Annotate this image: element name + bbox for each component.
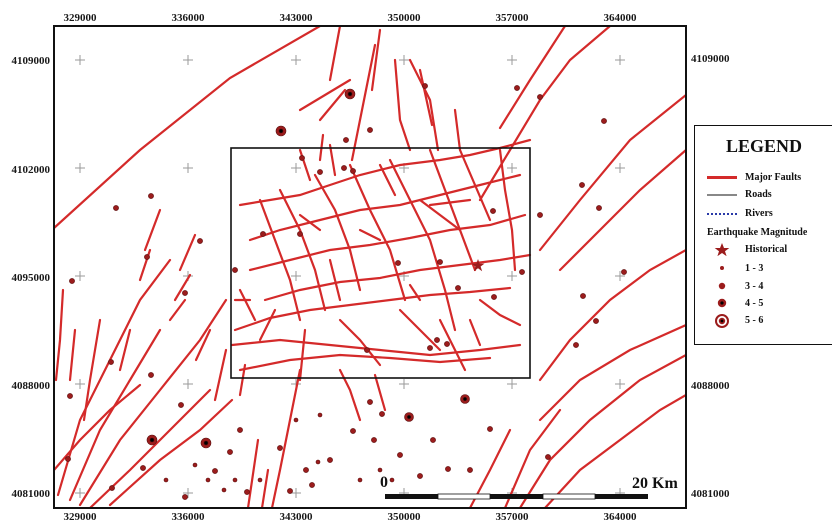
legend-title: LEGEND	[725, 136, 803, 156]
legend-eq-header: Earthquake Magnitude	[707, 227, 808, 238]
dot-medium-icon	[707, 279, 737, 293]
legend-mag-4-5: 4 - 5	[707, 296, 763, 310]
scale-start-label: 0	[380, 474, 388, 491]
legend-item-major-faults: Major Faults	[707, 170, 801, 184]
legend-mag-1-3: 1 - 3	[707, 261, 763, 275]
x-tick-bottom: 329000	[64, 511, 98, 521]
legend-mag-5-6: 5 - 6	[707, 313, 763, 328]
legend-mag-historical: Historical	[707, 242, 787, 257]
legend-item-roads: Roads	[707, 187, 772, 201]
y-tick-left: 4095000	[12, 272, 51, 284]
x-tick-top: 329000	[64, 12, 98, 24]
x-tick-top: 364000	[604, 12, 638, 24]
dot-large-icon	[707, 296, 737, 310]
y-tick-left: 4109000	[12, 55, 51, 67]
x-tick-bottom: 357000	[496, 511, 530, 521]
dot-xlarge-icon	[707, 313, 737, 328]
scale-end-label: 20 Km	[632, 475, 678, 492]
y-tick-right: 4109000	[691, 53, 730, 65]
star-icon	[707, 242, 737, 257]
dot-small-icon	[707, 261, 737, 275]
legend-box: LEGEND Major Faults Roads Rivers Earthqu…	[694, 125, 832, 345]
y-tick-left: 4081000	[12, 488, 51, 500]
historical-star	[471, 259, 485, 272]
x-tick-bottom: 364000	[604, 511, 638, 521]
y-tick-left: 4088000	[12, 380, 51, 392]
earthquake-epicenters	[65, 83, 627, 500]
y-tick-right: 4088000	[691, 380, 730, 392]
x-tick-bottom: 343000	[280, 511, 314, 521]
legend-item-rivers: Rivers	[707, 206, 773, 220]
x-tick-top: 343000	[280, 12, 314, 24]
red-line-icon	[707, 170, 737, 184]
x-tick-top: 350000	[388, 12, 422, 24]
scale-bar	[385, 493, 648, 500]
x-tick-bottom: 350000	[388, 511, 422, 521]
x-tick-top: 357000	[496, 12, 530, 24]
legend-mag-3-4: 3 - 4	[707, 279, 763, 293]
x-tick-bottom: 336000	[172, 511, 206, 521]
study-area-box	[230, 147, 531, 379]
y-tick-left: 4102000	[12, 164, 51, 176]
grid-crosses	[75, 55, 625, 498]
y-tick-right: 4081000	[691, 488, 730, 500]
blue-dashed-line-icon	[707, 206, 737, 220]
x-tick-top: 336000	[172, 12, 206, 24]
gray-line-icon	[707, 187, 737, 201]
map-frame	[53, 25, 687, 509]
major-faults	[54, 26, 686, 508]
